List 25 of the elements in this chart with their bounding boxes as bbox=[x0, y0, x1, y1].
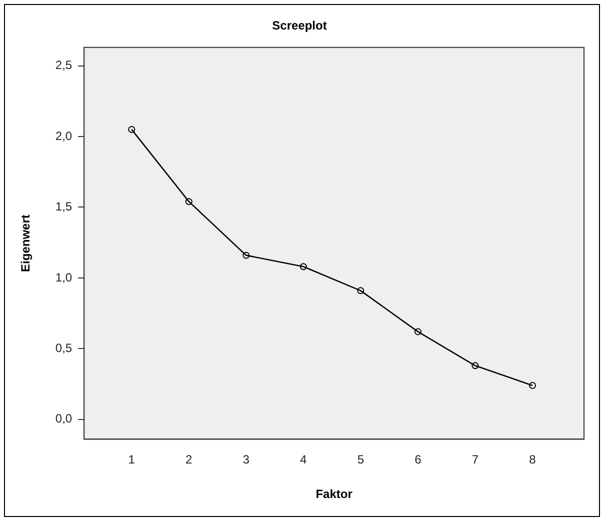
y-tick-label: 1,5 bbox=[55, 200, 72, 214]
x-tick-label: 6 bbox=[414, 452, 422, 467]
y-tick-label: 0,0 bbox=[55, 412, 72, 426]
y-tick-label: 1,0 bbox=[55, 270, 72, 284]
x-tick-label: 5 bbox=[357, 452, 364, 467]
y-tick-label: 2,0 bbox=[55, 128, 72, 143]
x-tick-label: 1 bbox=[128, 452, 136, 467]
x-tick-label: 7 bbox=[472, 452, 479, 467]
point bbox=[528, 382, 536, 389]
x-tick-label: 4 bbox=[300, 452, 308, 467]
point bbox=[242, 252, 250, 259]
x-tick-label: 2 bbox=[186, 452, 193, 467]
point bbox=[128, 126, 136, 133]
x-tick-label: 3 bbox=[242, 452, 250, 467]
point bbox=[300, 263, 307, 270]
chart-title: Screeplot bbox=[272, 18, 327, 33]
x-tick-label: 8 bbox=[529, 452, 536, 467]
point bbox=[357, 287, 364, 294]
y-axis-title: Eigenwert bbox=[18, 214, 33, 272]
y-tick-label: 0,5 bbox=[55, 340, 72, 355]
y-tick-label: 2,5 bbox=[55, 58, 72, 72]
point bbox=[414, 328, 422, 336]
point bbox=[472, 362, 479, 370]
point bbox=[185, 198, 192, 206]
x-axis-title: Faktor bbox=[316, 487, 353, 502]
